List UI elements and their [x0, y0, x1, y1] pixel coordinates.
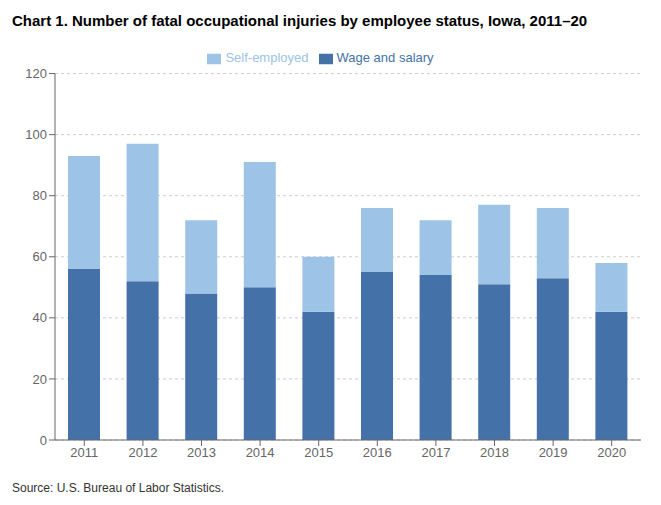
svg-text:2012: 2012 [128, 445, 157, 460]
html-text:Self-employed: Self-employed [225, 50, 309, 65]
svg-text:2013: 2013 [187, 445, 216, 460]
svg-text:2015: 2015 [304, 445, 333, 460]
svg-text:100: 100 [25, 127, 47, 142]
svg-text:80: 80 [33, 188, 47, 203]
svg-text:120: 120 [25, 66, 47, 81]
svg-text:60: 60 [33, 249, 47, 264]
html-text:Source: U.S. Bureau of Labor S: Source: U.S. Bureau of Labor Statistics. [12, 481, 225, 495]
svg-text:2017: 2017 [421, 445, 450, 460]
svg-text:2011: 2011 [70, 445, 98, 460]
svg-text:40: 40 [33, 310, 47, 325]
svg-text:2014: 2014 [246, 445, 275, 460]
svg-text:2020: 2020 [597, 445, 626, 460]
svg-text:2018: 2018 [480, 445, 509, 460]
svg-text:2016: 2016 [363, 445, 392, 460]
svg-text:20: 20 [33, 372, 47, 387]
svg-text:0: 0 [40, 433, 47, 448]
svg-text:2019: 2019 [539, 445, 568, 460]
html-text:Chart 1. Number of fatal occup: Chart 1. Number of fatal occupational in… [12, 12, 588, 29]
html-text:Wage and salary: Wage and salary [336, 50, 434, 65]
